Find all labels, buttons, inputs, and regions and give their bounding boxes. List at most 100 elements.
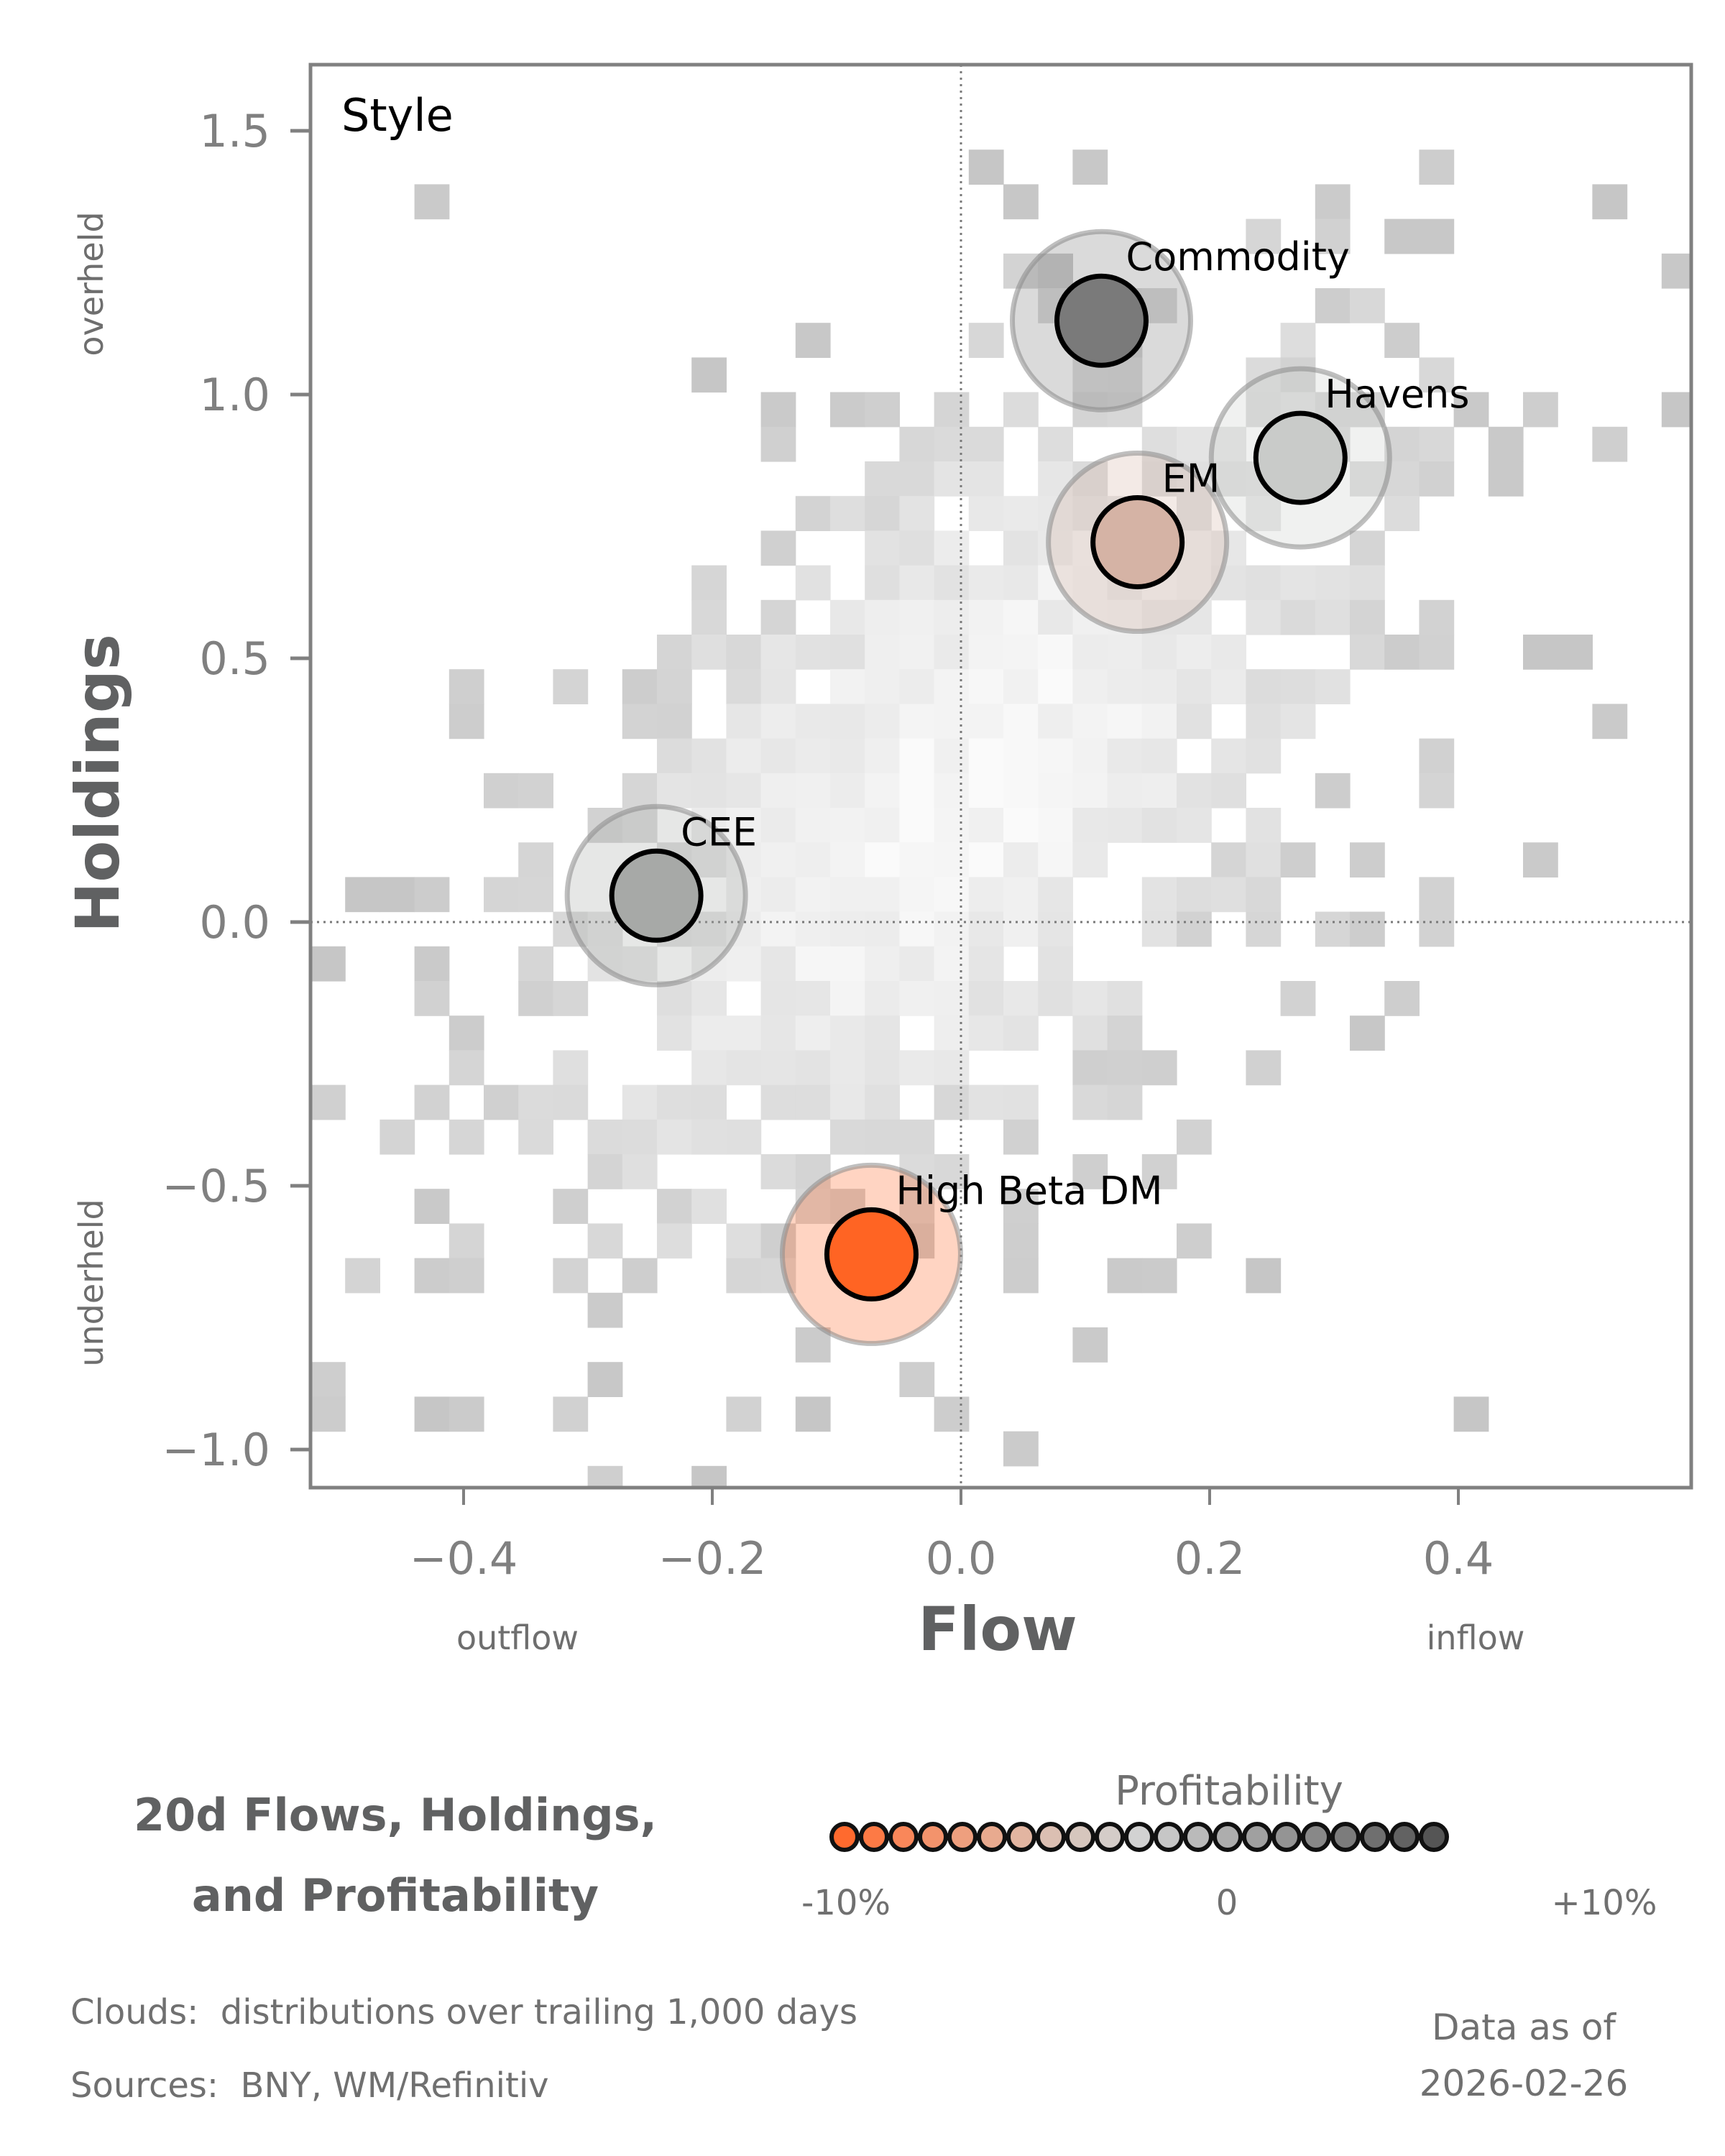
heatmap-cell xyxy=(934,808,970,843)
heatmap-cell xyxy=(1453,1396,1489,1432)
legend-dot xyxy=(1271,1822,1302,1852)
heatmap-cell xyxy=(899,565,935,601)
heatmap-cell xyxy=(760,704,796,740)
profitability-legend: Profitability -10% 0 +10% xyxy=(791,1768,1668,1933)
heatmap-cell xyxy=(1003,1084,1039,1120)
heatmap-cell xyxy=(1523,392,1558,428)
x-tick-label: 0.2 xyxy=(1174,1532,1246,1585)
heatmap-cell xyxy=(968,1084,1004,1120)
heatmap-cell xyxy=(1419,426,1455,462)
heatmap-cell xyxy=(1453,392,1489,428)
heatmap-cell xyxy=(310,1396,346,1432)
heatmap-cell xyxy=(865,911,900,947)
bubble-high-beta-dm[interactable]: High Beta DM xyxy=(779,1162,1163,1346)
bubbles-layer: Commodity Havens EM CEE High Beta DM xyxy=(564,229,1470,1346)
heatmap-cell xyxy=(691,1119,727,1155)
heatmap-cell xyxy=(1177,877,1212,913)
heatmap-cell xyxy=(1038,946,1073,982)
heatmap-cell xyxy=(830,1084,865,1120)
heatmap-cell xyxy=(1107,981,1143,1016)
heatmap-cell xyxy=(691,842,727,877)
heatmap-cell xyxy=(380,877,415,913)
heatmap-cell xyxy=(1141,773,1177,808)
heatmap-cell xyxy=(760,1084,796,1120)
heatmap-cell xyxy=(1003,704,1039,740)
heatmap-cell xyxy=(1072,669,1108,704)
heatmap-cell xyxy=(1072,1015,1108,1051)
heatmap-cell xyxy=(865,496,900,531)
heatmap-cell xyxy=(934,842,970,877)
heatmap-cell xyxy=(934,1396,970,1432)
heatmap-cell xyxy=(760,426,796,462)
heatmap-cell xyxy=(968,599,1004,635)
heatmap-cell xyxy=(1211,669,1246,704)
heatmap-cell xyxy=(934,599,970,635)
heatmap-cell xyxy=(1280,669,1316,704)
legend-dot xyxy=(829,1822,860,1852)
heatmap-cell xyxy=(587,1362,623,1397)
heatmap-cell xyxy=(414,1084,450,1120)
legend-dot xyxy=(977,1822,1007,1852)
heatmap-cell xyxy=(414,1396,450,1432)
heatmap-cell xyxy=(795,1050,831,1086)
heatmap-cell xyxy=(830,808,865,843)
bubble-cee[interactable]: CEE xyxy=(564,803,757,987)
heatmap-cell xyxy=(380,1119,415,1155)
heatmap-cell xyxy=(1384,218,1420,254)
heatmap-cell xyxy=(726,1015,762,1051)
heatmap-cell xyxy=(1003,635,1039,670)
heatmap-cell xyxy=(553,1050,589,1086)
heatmap-cell xyxy=(657,1015,692,1051)
heatmap-cell xyxy=(657,669,692,704)
bubble-em[interactable]: EM xyxy=(1046,451,1230,635)
heatmap-cell xyxy=(553,1189,589,1224)
bubble-commodity[interactable]: Commodity xyxy=(1009,229,1350,413)
heatmap-cell xyxy=(1107,773,1143,808)
heatmap-cell xyxy=(1246,218,1282,254)
heatmap-cell xyxy=(899,981,935,1016)
heatmap-cell xyxy=(1003,1258,1039,1294)
heatmap-cell xyxy=(1072,635,1108,670)
heatmap-cell xyxy=(1315,599,1351,635)
heatmap-cell xyxy=(760,599,796,635)
heatmap-cell xyxy=(795,1084,831,1120)
heatmap-cell xyxy=(726,1223,762,1259)
bubble-marker xyxy=(609,848,704,943)
heatmap-cell xyxy=(1350,1015,1385,1051)
heatmap-cell xyxy=(760,808,796,843)
heatmap-cell xyxy=(691,357,727,393)
chart-title-line-2: and Profitability xyxy=(191,1869,599,1922)
heatmap-cell xyxy=(1003,1015,1039,1051)
bubble-havens[interactable]: Havens xyxy=(1208,366,1470,550)
heatmap-cell xyxy=(1211,842,1246,877)
heatmap-cell xyxy=(830,911,865,947)
heatmap-cell xyxy=(1350,842,1385,877)
heatmap-cell xyxy=(1211,635,1246,670)
heatmap-cell xyxy=(1523,635,1558,670)
heatmap-cell xyxy=(448,1223,484,1259)
heatmap-cell xyxy=(1419,738,1455,774)
heatmap-cell xyxy=(865,461,900,497)
axis-ticks: −0.4 −0.2 0.0 0.2 0.4 1.5 1.0 0.5 0.0 −0.5 −1.0 xyxy=(162,105,1494,1585)
heatmap-cell xyxy=(1177,704,1212,740)
heatmap-cell xyxy=(968,704,1004,740)
heatmap-cell xyxy=(1003,392,1039,428)
heatmap-cell xyxy=(1280,565,1316,601)
heatmap-cell xyxy=(934,877,970,913)
heatmap-cell xyxy=(1177,565,1212,601)
x-tick-label: 0.4 xyxy=(1423,1532,1494,1585)
heatmap-cell xyxy=(934,1050,970,1086)
heatmap-cell xyxy=(1315,218,1351,254)
heatmap-cell xyxy=(899,1119,935,1155)
heatmap-cell xyxy=(1177,496,1212,531)
heatmap-cell xyxy=(1419,599,1455,635)
heatmap-cell xyxy=(968,981,1004,1016)
heatmap-cell xyxy=(1592,704,1628,740)
heatmap-cell xyxy=(1315,565,1351,601)
heatmap-cell xyxy=(865,704,900,740)
heatmap-cell xyxy=(484,877,519,913)
heatmap-cell xyxy=(1315,669,1351,704)
asof-date: 2026-02-26 xyxy=(1419,2063,1629,2104)
heatmap-cell xyxy=(1003,773,1039,808)
legend-dot xyxy=(947,1822,978,1852)
